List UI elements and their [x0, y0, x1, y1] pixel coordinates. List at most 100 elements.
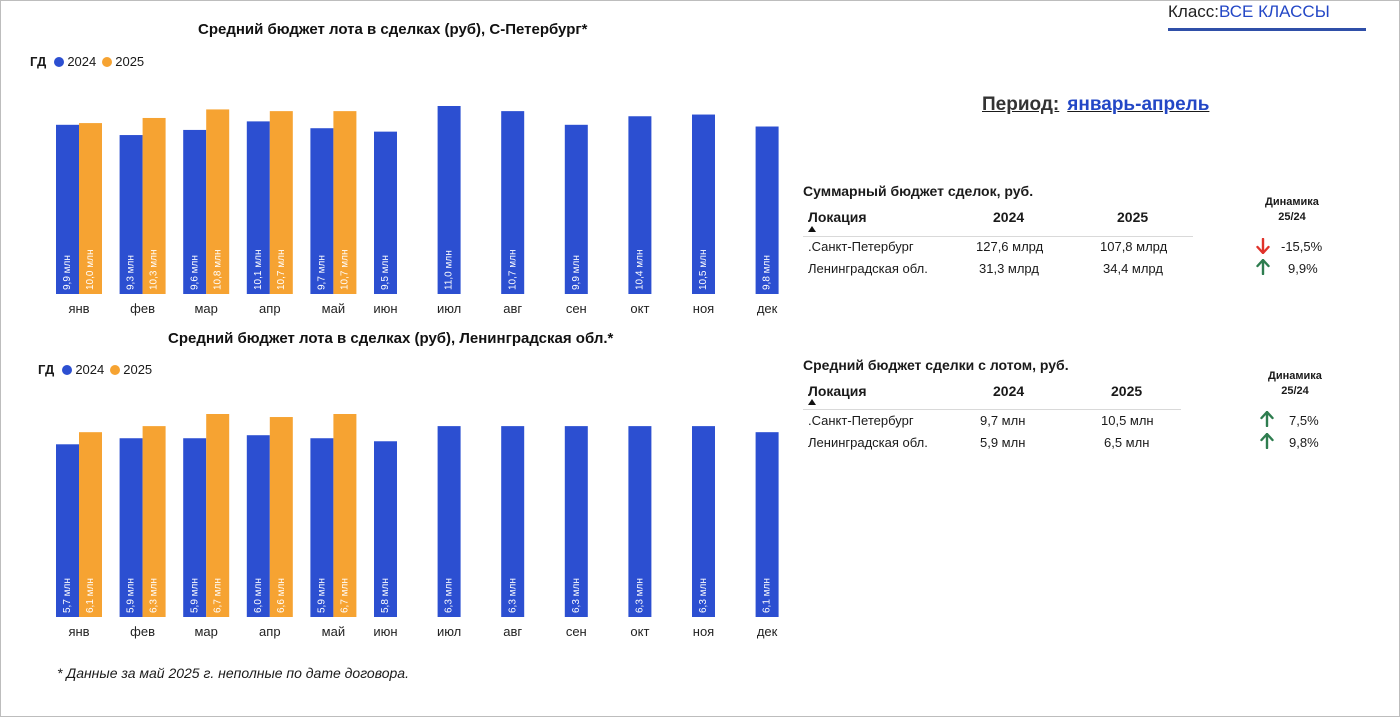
dynamics-header-line1: Динамика [1268, 370, 1322, 382]
x-tick-label: июл [437, 301, 461, 316]
table-row-2024: 9,7 млн [980, 413, 1026, 428]
data-label-2025-фев: 10,3 млн [149, 250, 160, 290]
data-label-2024-янв: 5,7 млн [62, 578, 73, 613]
class-filter-value[interactable]: ВСЕ КЛАССЫ [1219, 2, 1330, 21]
period-value[interactable]: январь-апрель [1067, 94, 1210, 115]
table-total-col-2024[interactable]: 2024 [993, 209, 1025, 225]
bar-2024-окт[interactable] [628, 426, 652, 617]
bar-2024-июл[interactable] [437, 426, 461, 617]
table-row-dynamics: 7,5% [1289, 413, 1319, 428]
bar-2024-дек[interactable] [755, 432, 779, 617]
arrow-down-icon [1256, 238, 1270, 254]
dynamics-header-line2: 25/24 [1278, 211, 1306, 223]
bar-2024-янв[interactable] [56, 444, 79, 617]
bar-2025-апр[interactable] [269, 417, 293, 617]
bar-2025-май[interactable] [333, 111, 357, 294]
data-label-2025-мар: 10,8 млн [212, 250, 223, 290]
arrow-up-icon [1260, 411, 1274, 427]
legend-item-2025[interactable]: 2025 [110, 362, 152, 377]
data-label-2025-янв: 6,1 млн [85, 578, 96, 613]
bar-2025-фев[interactable] [142, 426, 166, 617]
data-label-2024-янв: 9,9 млн [62, 255, 73, 290]
data-label-2025-янв: 10,0 млн [85, 250, 96, 290]
x-tick-label: окт [630, 624, 649, 639]
x-tick-label: фев [130, 301, 155, 316]
bar-2024-апр[interactable] [246, 121, 270, 294]
table-row-2025: 107,8 млрд [1100, 239, 1168, 254]
data-label-2024-окт: 6,3 млн [635, 578, 646, 613]
bar-2024-ноя[interactable] [692, 114, 715, 294]
table-row-2024: 127,6 млрд [976, 239, 1044, 254]
bar-2024-фев[interactable] [119, 438, 143, 617]
bar-2024-ноя[interactable] [692, 426, 715, 617]
data-label-2024-июл: 6,3 млн [444, 578, 455, 613]
bar-2024-сен[interactable] [564, 426, 588, 617]
bar-2024-июн[interactable] [374, 441, 397, 617]
bar-2024-май[interactable] [310, 128, 334, 294]
table-row-dynamics: -15,5% [1281, 239, 1323, 254]
x-tick-label: июн [373, 624, 397, 639]
table-avg-col-2025[interactable]: 2025 [1111, 383, 1143, 399]
legend-item-2025[interactable]: 2025 [102, 54, 144, 69]
bar-2024-янв[interactable] [56, 124, 79, 294]
class-filter[interactable]: Класс:ВСЕ КЛАССЫ [1168, 2, 1366, 31]
legend-label-2025: 2025 [115, 54, 145, 69]
chart-spb-legend[interactable]: ГД 2024 2025 [30, 54, 150, 69]
chart-lo-legend[interactable]: ГД 2024 2025 [38, 362, 158, 377]
legend-item-2024[interactable]: 2024 [62, 362, 104, 377]
bar-2025-янв[interactable] [79, 432, 102, 617]
bar-2024-дек[interactable] [755, 126, 779, 294]
bar-2024-мар[interactable] [183, 129, 207, 294]
data-label-2024-фев: 9,3 млн [126, 255, 137, 290]
data-label-2024-фев: 5,9 млн [126, 578, 137, 613]
legend-label-2025: 2025 [123, 362, 153, 377]
bar-2024-апр[interactable] [246, 435, 270, 617]
bar-2024-июн[interactable] [374, 131, 397, 294]
data-label-2025-май: 10,7 млн [340, 250, 351, 290]
table-row-2025: 10,5 млн [1101, 413, 1154, 428]
bar-2025-янв[interactable] [79, 123, 102, 294]
footnote: * Данные за май 2025 г. неполные по дате… [57, 665, 409, 681]
sort-ascending-icon[interactable] [808, 399, 816, 405]
bar-2024-окт[interactable] [628, 116, 652, 294]
data-label-2025-фев: 6,3 млн [149, 578, 160, 613]
table-total-col-2025[interactable]: 2025 [1117, 209, 1149, 225]
data-label-2024-авг: 10,7 млн [507, 250, 518, 290]
bar-2024-авг[interactable] [501, 111, 525, 294]
table-avg-col-2024[interactable]: 2024 [993, 383, 1025, 399]
bar-2024-июл[interactable] [437, 106, 461, 294]
table-avg-col-location[interactable]: Локация [808, 383, 867, 399]
dynamics-header-line2: 25/24 [1281, 385, 1309, 397]
bar-2024-сен[interactable] [564, 124, 588, 294]
data-label-2025-апр: 6,6 млн [276, 578, 287, 613]
bar-2025-май[interactable] [333, 414, 357, 617]
x-tick-label: май [322, 301, 345, 316]
bar-2024-авг[interactable] [501, 426, 525, 617]
data-label-2024-мар: 5,9 млн [189, 578, 200, 613]
data-label-2025-мар: 6,7 млн [212, 578, 223, 613]
legend-item-2024[interactable]: 2024 [54, 54, 96, 69]
bar-2025-мар[interactable] [206, 109, 230, 294]
arrow-up-icon [1260, 433, 1274, 449]
table-total-divider [803, 236, 1193, 237]
bar-2025-апр[interactable] [269, 111, 293, 294]
period-selector[interactable]: Период: январь-апрель [982, 94, 1209, 116]
legend-prefix: ГД [38, 362, 55, 377]
bar-2025-мар[interactable] [206, 414, 230, 617]
table-total-col-location[interactable]: Локация [808, 209, 867, 225]
chart-lo-title: Средний бюджет лота в сделках (руб), Лен… [168, 330, 614, 347]
bar-2024-май[interactable] [310, 438, 334, 617]
x-tick-label: сен [566, 301, 587, 316]
bar-2024-мар[interactable] [183, 438, 207, 617]
data-label-2024-июн: 9,5 млн [380, 255, 391, 290]
x-tick-label: ноя [693, 301, 714, 316]
data-label-2024-дек: 9,8 млн [762, 255, 773, 290]
bar-2025-фев[interactable] [142, 117, 166, 294]
x-tick-label: авг [503, 624, 522, 639]
table-row-2025: 34,4 млрд [1103, 261, 1163, 276]
sort-ascending-icon[interactable] [808, 226, 816, 232]
x-tick-label: апр [259, 301, 281, 316]
bar-2024-фев[interactable] [119, 135, 143, 294]
legend-prefix: ГД [30, 54, 47, 69]
x-tick-label: мар [194, 624, 217, 639]
